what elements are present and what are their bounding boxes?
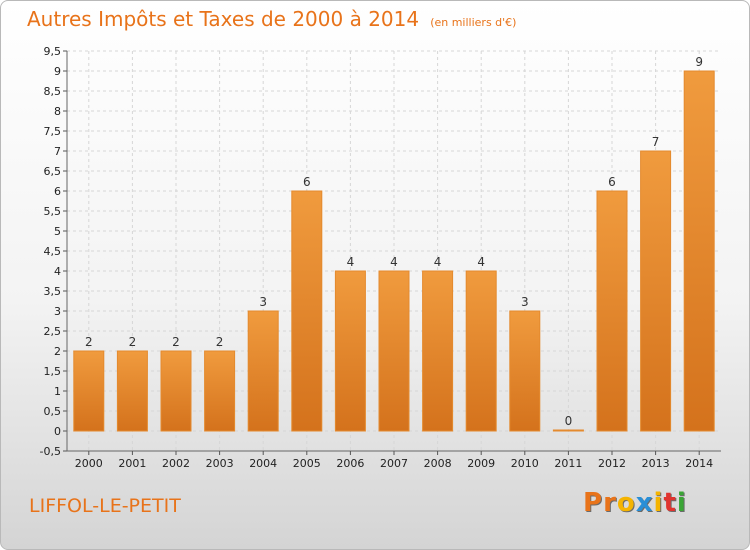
x-tick-label-2000: 2000 <box>75 457 103 470</box>
x-tick-label-2004: 2004 <box>249 457 277 470</box>
x-axis: 2000 2001 2002 2003 2004 2005 2006 2007 2008 2009… <box>67 450 721 470</box>
x-tick-label-2013: 2013 <box>642 457 670 470</box>
chart-bars: 2 2 2 2 3 6 4 4 4 4 3 0 6 7 9 <box>73 55 715 432</box>
value-label-2001: 2 <box>129 335 137 349</box>
value-label-2002: 2 <box>172 335 180 349</box>
y-tick-label: 9 <box>54 65 61 78</box>
y-tick-label: 8,5 <box>44 85 62 98</box>
y-tick-label: 2 <box>54 345 61 358</box>
x-tick-label-2001: 2001 <box>118 457 146 470</box>
logo-letter: o <box>616 488 636 518</box>
bar-2008[interactable] <box>422 270 454 432</box>
value-label-2011: 0 <box>565 414 573 428</box>
y-tick-label: 6,5 <box>44 165 62 178</box>
value-label-2013: 7 <box>652 135 660 149</box>
value-label-2006: 4 <box>347 255 355 269</box>
y-tick-label: 4,5 <box>44 245 62 258</box>
y-tick-label: 8 <box>54 105 61 118</box>
x-tick-label-2003: 2003 <box>206 457 234 470</box>
x-tick-label-2011: 2011 <box>554 457 582 470</box>
bar-2005[interactable] <box>291 190 323 432</box>
bar-2009[interactable] <box>465 270 497 432</box>
proxiti-logo[interactable]: Proxiti <box>583 488 687 518</box>
y-tick-label: 1 <box>54 385 61 398</box>
value-label-2012: 6 <box>608 175 616 189</box>
value-label-2014: 9 <box>695 55 703 69</box>
x-tick-label-2005: 2005 <box>293 457 321 470</box>
value-label-2000: 2 <box>85 335 93 349</box>
bar-2002[interactable] <box>160 350 192 432</box>
bar-2003[interactable] <box>204 350 236 432</box>
value-label-2003: 2 <box>216 335 224 349</box>
bar-2011[interactable] <box>552 429 584 432</box>
bar-2012[interactable] <box>596 190 628 432</box>
x-tick-label-2002: 2002 <box>162 457 190 470</box>
y-tick-label: 2,5 <box>44 325 62 338</box>
value-label-2007: 4 <box>390 255 398 269</box>
chart-title: Autres Impôts et Taxes de 2000 à 2014 <box>27 7 420 31</box>
y-tick-label: 0 <box>54 425 61 438</box>
x-tick-label-2008: 2008 <box>424 457 452 470</box>
logo-letter: i <box>676 488 687 518</box>
y-tick-label: 3,5 <box>44 285 62 298</box>
y-tick-label: 0,5 <box>44 405 62 418</box>
bar-2014[interactable] <box>683 70 715 432</box>
bar-2013[interactable] <box>640 150 672 432</box>
y-tick-label: 1,5 <box>44 365 62 378</box>
bar-2001[interactable] <box>116 350 148 432</box>
y-tick-label: 5 <box>54 225 61 238</box>
value-label-2008: 4 <box>434 255 442 269</box>
x-tick-label-2006: 2006 <box>336 457 364 470</box>
y-tick-label: 7 <box>54 145 61 158</box>
logo-letter: t <box>663 488 677 518</box>
bar-2007[interactable] <box>378 270 410 432</box>
y-tick-label: 4 <box>54 265 61 278</box>
value-label-2004: 3 <box>259 295 267 309</box>
bar-2006[interactable] <box>334 270 366 432</box>
y-axis: -0,5 0 0,5 1 1,5 2 2,5 3 3,5 4 4,5 5 5,5 6 6,5 7 7,5 8 8,5… <box>40 45 68 458</box>
y-tick-label: 3 <box>54 305 61 318</box>
x-tick-label-2007: 2007 <box>380 457 408 470</box>
bar-2000[interactable] <box>73 350 105 432</box>
x-tick-label-2014: 2014 <box>685 457 713 470</box>
x-tick-label-2009: 2009 <box>467 457 495 470</box>
x-tick-label-2012: 2012 <box>598 457 626 470</box>
logo-letter: r <box>603 488 617 518</box>
y-tick-label: 9,5 <box>44 45 62 58</box>
value-label-2009: 4 <box>477 255 485 269</box>
commune-name: LIFFOL-LE-PETIT <box>29 495 181 517</box>
logo-letter: P <box>583 488 604 518</box>
y-tick-label: -0,5 <box>40 445 61 458</box>
bar-2004[interactable] <box>247 310 279 432</box>
chart-title-block: Autres Impôts et Taxes de 2000 à 2014 (e… <box>27 7 516 31</box>
logo-letter: i <box>653 488 664 518</box>
value-label-2005: 6 <box>303 175 311 189</box>
value-label-2010: 3 <box>521 295 529 309</box>
chart-subtitle: (en milliers d'€) <box>430 16 517 29</box>
x-tick-label-2010: 2010 <box>511 457 539 470</box>
bar-2010[interactable] <box>509 310 541 432</box>
y-tick-label: 5,5 <box>44 205 62 218</box>
y-tick-label: 7,5 <box>44 125 62 138</box>
logo-letter: x <box>635 488 654 518</box>
y-tick-label: 6 <box>54 185 61 198</box>
